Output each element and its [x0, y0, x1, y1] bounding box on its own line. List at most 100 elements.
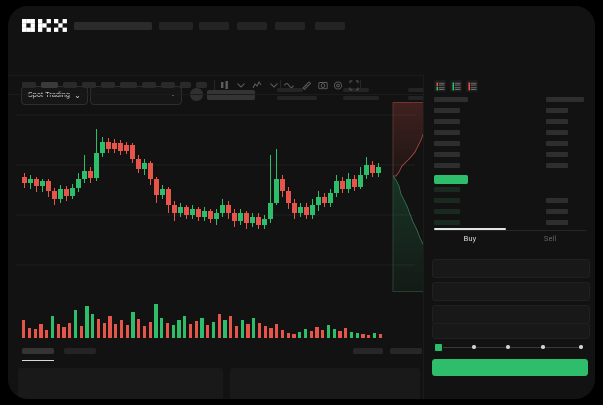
drawing-tools-icon[interactable]	[301, 80, 311, 91]
orderbook-ask-price[interactable]	[434, 141, 460, 146]
volume-bar	[183, 316, 187, 338]
orders-tab-bar	[8, 342, 423, 364]
indicators-chevron-icon[interactable]	[269, 80, 279, 90]
timeframe-button-6[interactable]	[142, 82, 156, 88]
orderbook-ask-price[interactable]	[434, 130, 460, 135]
slider-stop-100[interactable]	[579, 345, 583, 349]
orderbook-view-asks-icon[interactable]	[466, 80, 478, 92]
indicators-icon[interactable]	[252, 80, 262, 90]
orderbook-ask-price[interactable]	[434, 119, 460, 124]
orderbook-ask-price[interactable]	[434, 152, 460, 157]
buy-sell-divider	[434, 230, 586, 231]
fullscreen-icon[interactable]	[349, 80, 359, 91]
nav-item-4[interactable]	[237, 22, 267, 30]
volume-bar	[68, 323, 72, 338]
orderbook-bid-price[interactable]	[434, 187, 460, 192]
timeframe-button-1[interactable]	[41, 82, 58, 88]
candle-body	[262, 219, 267, 225]
volume-bar	[137, 319, 141, 338]
slider-stop-75[interactable]	[541, 345, 545, 349]
timeframe-button-9[interactable]	[196, 82, 207, 88]
orderbook-bid-price[interactable]	[434, 209, 460, 214]
action-hide-other-pairs[interactable]	[353, 348, 383, 354]
orderbook-rows[interactable]	[424, 97, 595, 225]
candlestick-chart[interactable]	[8, 93, 423, 293]
candle-body	[124, 145, 129, 151]
volume-bar	[211, 322, 216, 338]
orderbook-bid-price[interactable]	[434, 220, 460, 225]
volume-bar	[378, 334, 382, 338]
orderbook-ask-size	[546, 152, 568, 157]
tab-buy[interactable]: Buy	[463, 236, 477, 243]
orderbook-ask-size	[546, 141, 568, 146]
nav-item-5[interactable]	[275, 22, 305, 30]
orderbook-view-bids-icon[interactable]	[450, 80, 462, 92]
nav-item-6[interactable]	[315, 22, 345, 30]
volume-bar	[309, 331, 313, 338]
candle-body	[304, 207, 309, 215]
price-field[interactable]	[432, 282, 590, 301]
order-panel-right[interactable]	[230, 368, 420, 399]
slider-stop-50[interactable]	[506, 345, 510, 349]
timeframe-button-5[interactable]	[120, 82, 137, 88]
place-buy-order-button[interactable]	[432, 359, 588, 376]
order-panel-left[interactable]	[18, 368, 223, 399]
order-type-field[interactable]	[432, 259, 590, 278]
volume-bar	[56, 324, 60, 338]
orderbook-ask-size	[546, 130, 568, 135]
volume-bar	[200, 318, 204, 338]
chart-type-chevron-icon[interactable]	[236, 80, 246, 90]
tab-open-orders[interactable]	[22, 348, 54, 354]
candle-wick	[270, 155, 271, 223]
volume-bar	[171, 325, 175, 338]
orderbook-spread-highlight	[434, 175, 468, 184]
candle-body	[46, 181, 51, 191]
orderbook-view-both-icon[interactable]	[434, 80, 446, 92]
amount-field[interactable]	[432, 305, 590, 324]
orderbook-ask-price[interactable]	[434, 108, 460, 113]
amount-percent-slider[interactable]	[434, 343, 586, 353]
nav-item-1[interactable]	[74, 22, 152, 30]
volume-bar	[27, 328, 32, 338]
tab-sell[interactable]: Sell	[543, 236, 557, 243]
chart-settings-icon[interactable]	[333, 80, 343, 90]
candle-body	[154, 179, 159, 195]
timeframe-button-0[interactable]	[22, 82, 36, 88]
candle-body	[106, 142, 111, 149]
candle-body	[298, 207, 303, 213]
candle-body	[70, 188, 75, 196]
volume-bar	[160, 318, 164, 338]
action-cancel-all[interactable]	[390, 348, 422, 354]
slider-handle[interactable]	[434, 343, 443, 352]
timeframe-button-8[interactable]	[180, 82, 191, 88]
volume-bar	[125, 325, 129, 338]
okx-logo[interactable]	[22, 19, 68, 32]
candle-body	[220, 205, 225, 213]
orderbook-bid-price[interactable]	[434, 198, 460, 203]
compare-wave-icon[interactable]	[284, 80, 294, 90]
volume-bar	[102, 323, 106, 338]
candle-body	[226, 205, 231, 213]
candle-body	[286, 191, 291, 203]
total-field[interactable]	[432, 323, 590, 339]
nav-item-3[interactable]	[199, 22, 229, 30]
market-sub-bar: Spot Trading ⌄ ⌄	[8, 42, 595, 105]
candle-body	[268, 203, 273, 219]
candle-body	[76, 179, 81, 188]
snapshot-camera-icon[interactable]	[318, 80, 328, 90]
orderbook-bid-size	[546, 220, 568, 225]
timeframe-button-4[interactable]	[101, 82, 115, 88]
chart-type-icon[interactable]	[220, 80, 230, 90]
orderbook-ask-price[interactable]	[434, 163, 460, 168]
timeframe-button-7[interactable]	[161, 82, 175, 88]
timeframe-button-3[interactable]	[82, 82, 96, 88]
slider-stop-25[interactable]	[472, 345, 476, 349]
nav-item-2[interactable]	[159, 22, 193, 30]
stat-value	[277, 96, 317, 100]
orderbook-ask-price[interactable]	[434, 97, 468, 102]
timeframe-button-2[interactable]	[63, 82, 77, 88]
orderbook-view-toggles	[434, 80, 478, 92]
candle-body	[22, 177, 27, 183]
volume-bar	[303, 329, 308, 338]
tab-order-history[interactable]	[64, 348, 96, 354]
